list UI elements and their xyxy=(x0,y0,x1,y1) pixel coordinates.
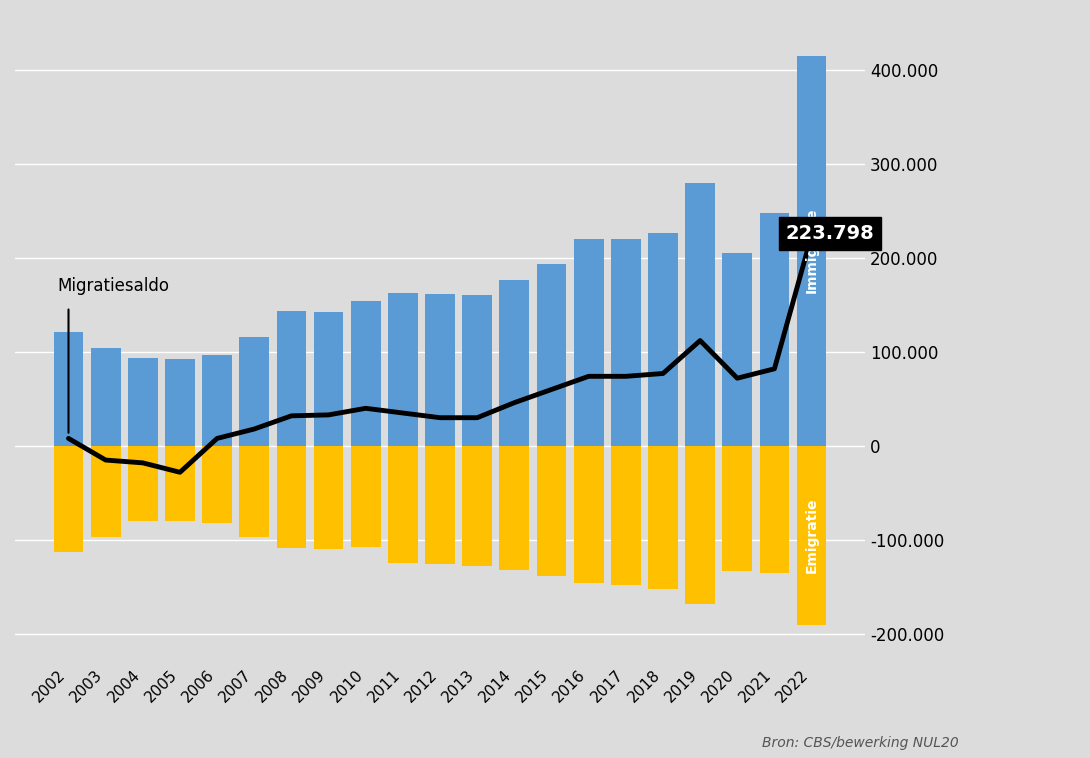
Bar xyxy=(611,239,641,446)
Bar xyxy=(165,359,195,446)
Bar xyxy=(760,446,789,573)
Bar xyxy=(314,446,343,550)
Bar xyxy=(351,301,380,446)
Bar xyxy=(314,312,343,446)
Bar xyxy=(165,446,195,522)
Bar xyxy=(760,213,789,446)
Bar xyxy=(425,446,455,565)
Bar xyxy=(90,446,121,537)
Bar xyxy=(649,233,678,446)
Bar xyxy=(462,446,492,566)
Bar xyxy=(536,446,567,576)
Bar xyxy=(53,332,83,446)
Bar xyxy=(277,312,306,446)
Bar xyxy=(240,446,269,537)
Bar xyxy=(723,446,752,571)
Bar xyxy=(499,280,530,446)
Text: 223.798: 223.798 xyxy=(786,224,874,243)
Bar xyxy=(573,239,604,446)
Bar xyxy=(686,183,715,446)
Bar xyxy=(723,253,752,446)
Bar xyxy=(425,294,455,446)
Bar xyxy=(277,446,306,547)
Bar xyxy=(686,446,715,604)
Bar xyxy=(90,348,121,446)
Text: Migratiesaldo: Migratiesaldo xyxy=(58,277,169,296)
Bar xyxy=(573,446,604,584)
Bar xyxy=(611,446,641,585)
Bar xyxy=(128,358,158,446)
Bar xyxy=(649,446,678,589)
Bar xyxy=(53,446,83,553)
Bar xyxy=(388,293,417,446)
Bar xyxy=(388,446,417,562)
Bar xyxy=(499,446,530,570)
Bar xyxy=(351,446,380,547)
Bar xyxy=(128,446,158,522)
Bar xyxy=(240,337,269,446)
Bar xyxy=(203,355,232,446)
Bar xyxy=(797,55,826,446)
Bar xyxy=(797,446,826,625)
Text: Bron: CBS/bewerking NUL20: Bron: CBS/bewerking NUL20 xyxy=(762,737,959,750)
Bar xyxy=(462,296,492,446)
Text: Emigratie: Emigratie xyxy=(804,497,819,573)
Bar xyxy=(203,446,232,523)
Bar xyxy=(536,265,567,446)
Text: Immigratie: Immigratie xyxy=(804,208,819,293)
